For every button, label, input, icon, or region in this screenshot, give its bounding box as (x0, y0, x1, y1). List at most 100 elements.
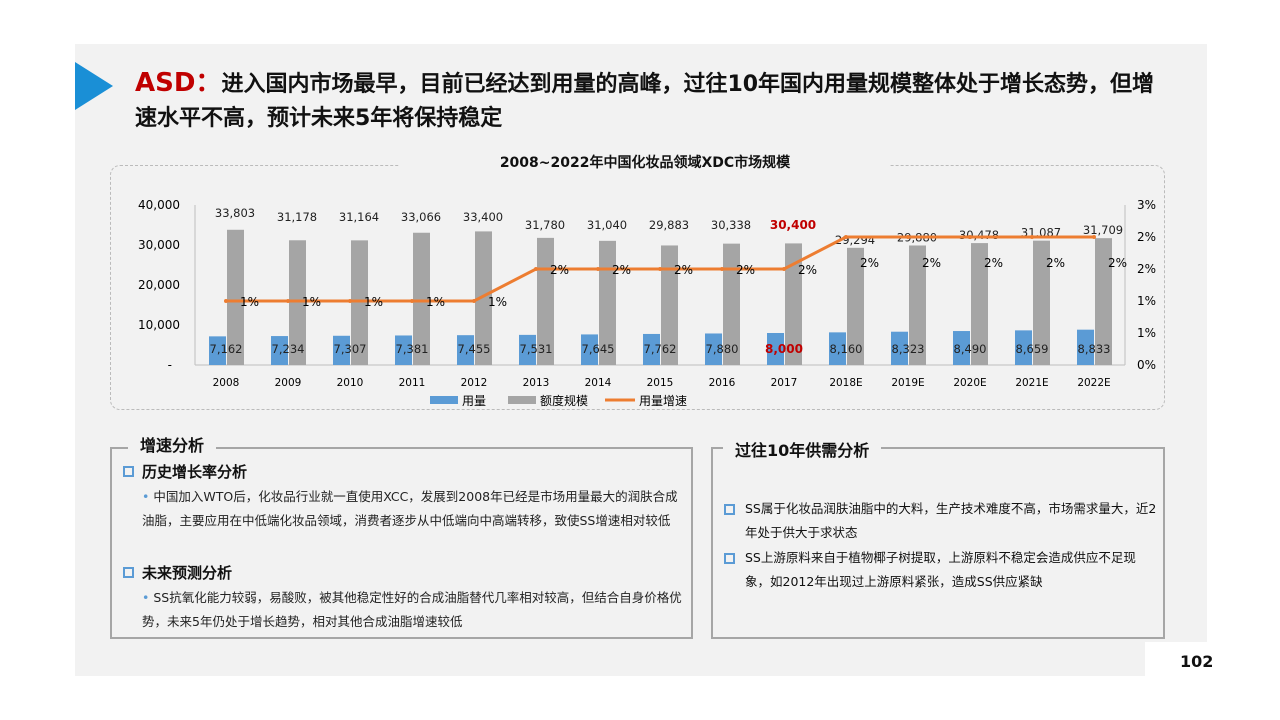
usage-data-label: 8,323 (892, 342, 925, 356)
left-axis-tick-label: 10,000 (138, 318, 180, 332)
market-size-data-label: 30,338 (711, 218, 751, 232)
bar-market-size (723, 243, 740, 365)
bar-usage (457, 335, 474, 365)
growth-rate-point (720, 267, 724, 271)
x-axis-tick-label: 2020E (953, 377, 986, 389)
growth-rate-data-label: 2% (1046, 256, 1065, 270)
bar-usage (1077, 329, 1094, 365)
growth-rate-data-label: 1% (364, 295, 383, 309)
right-axis-tick-label: 0% (1137, 358, 1156, 372)
right-axis-tick-label: 2% (1137, 262, 1156, 276)
right-panel (711, 447, 1165, 639)
bar-usage (1015, 330, 1032, 365)
x-axis-tick-label: 2014 (585, 377, 612, 389)
legend-swatch-usage (430, 396, 458, 404)
growth-rate-point (968, 235, 972, 239)
usage-data-label: 7,234 (272, 342, 305, 356)
x-axis-tick-label: 2012 (461, 377, 488, 389)
market-size-data-label: 33,400 (463, 210, 503, 224)
growth-rate-point (596, 267, 600, 271)
growth-rate-point (348, 299, 352, 303)
supply-bullet-1: SS属于化妆品润肤油脂中的大料，生产技术难度不高，市场需求量大，近2年处于供大于… (724, 497, 1160, 545)
market-size-data-label: 31,780 (525, 218, 565, 232)
right-axis-tick-label: 1% (1137, 294, 1156, 308)
usage-data-label: 8,000 (765, 342, 803, 356)
market-size-data-label: 31,040 (587, 218, 627, 232)
x-axis-tick-label: 2015 (647, 377, 674, 389)
section-heading-history: 历史增长率分析 (123, 461, 247, 482)
market-size-data-label: 30,400 (770, 218, 816, 232)
growth-rate-point (286, 299, 290, 303)
left-panel (110, 447, 693, 639)
title-prefix: ASD： (135, 68, 222, 98)
paragraph: 中国加入WTO后，化妆品行业就一直使用XCC，发展到2008年已经是市场用量最大… (142, 489, 678, 528)
left-axis-tick-label: 40,000 (138, 198, 180, 212)
right-panel-title: 过往10年供需分析 (723, 437, 882, 461)
square-bullet-icon (724, 504, 735, 515)
legend-swatch-market-size (508, 396, 536, 404)
section-heading-forecast: 未来预测分析 (123, 562, 232, 583)
slide-title: ASD：进入国内市场最早，目前已经达到用量的高峰，过往10年国内用量规模整体处于… (135, 66, 1165, 136)
usage-data-label: 7,531 (520, 342, 553, 356)
growth-rate-point (1030, 235, 1034, 239)
growth-rate-data-label: 2% (736, 263, 755, 277)
x-axis-tick-label: 2011 (399, 377, 426, 389)
market-size-data-label: 30,478 (959, 228, 999, 242)
growth-rate-point (472, 299, 476, 303)
x-axis-tick-label: 2008 (213, 377, 240, 389)
bullet-text: SS属于化妆品润肤油脂中的大料，生产技术难度不高，市场需求量大，近2年处于供大于… (745, 501, 1157, 540)
square-bullet-icon (123, 466, 134, 477)
growth-rate-point (410, 299, 414, 303)
bar-market-size (785, 243, 802, 365)
legend-label-market-size: 额度规模 (540, 393, 588, 408)
x-axis-tick-label: 2009 (275, 377, 302, 389)
x-axis-tick-label: 2021E (1015, 377, 1048, 389)
x-axis-tick-label: 2018E (829, 377, 862, 389)
x-axis-tick-label: 2016 (709, 377, 736, 389)
growth-rate-data-label: 1% (426, 295, 445, 309)
supply-bullet-2: SS上游原料来自于植物椰子树提取，上游原料不稳定会造成供应不足现象，如2012年… (724, 546, 1160, 594)
triangle-arrow-icon (75, 62, 113, 110)
market-size-data-label: 31,164 (339, 210, 379, 224)
bar-usage (519, 334, 536, 365)
growth-rate-data-label: 2% (798, 263, 817, 277)
right-axis-tick-label: 3% (1137, 198, 1156, 212)
usage-data-label: 7,880 (706, 342, 739, 356)
market-size-data-label: 33,066 (401, 210, 441, 224)
market-size-data-label: 29,883 (649, 218, 689, 232)
bar-usage (333, 335, 350, 365)
growth-rate-data-label: 2% (1108, 256, 1127, 270)
bar-market-size (971, 243, 988, 365)
bar-market-size (475, 231, 492, 365)
bar-market-size (599, 240, 616, 365)
growth-rate-data-label: 2% (860, 256, 879, 270)
bar-market-size (413, 232, 430, 365)
bar-market-size (661, 245, 678, 365)
growth-rate-data-label: 2% (922, 256, 941, 270)
bullet-text: SS上游原料来自于植物椰子树提取，上游原料不稳定会造成供应不足现象，如2012年… (745, 550, 1136, 589)
usage-data-label: 7,162 (210, 342, 243, 356)
square-bullet-icon (123, 567, 134, 578)
legend-label-usage: 用量 (462, 394, 486, 408)
bar-usage (891, 331, 908, 365)
left-axis-tick-label: 20,000 (138, 278, 180, 292)
bar-market-size (847, 247, 864, 365)
growth-rate-point (658, 267, 662, 271)
right-axis-tick-label: 1% (1137, 326, 1156, 340)
bar-market-size (351, 240, 368, 365)
usage-data-label: 8,490 (954, 342, 987, 356)
bar-usage (395, 335, 412, 365)
usage-data-label: 7,645 (582, 342, 615, 356)
bar-usage (643, 333, 660, 365)
growth-rate-point (844, 235, 848, 239)
usage-data-label: 7,307 (334, 342, 367, 356)
left-axis-tick-label: 30,000 (138, 238, 180, 252)
growth-rate-data-label: 2% (984, 256, 1003, 270)
bar-usage (705, 333, 722, 365)
growth-rate-point (534, 267, 538, 271)
bar-usage (953, 331, 970, 365)
growth-rate-data-label: 1% (302, 295, 321, 309)
market-size-data-label: 31,709 (1083, 223, 1123, 237)
dot-bullet-icon: • (142, 590, 154, 605)
